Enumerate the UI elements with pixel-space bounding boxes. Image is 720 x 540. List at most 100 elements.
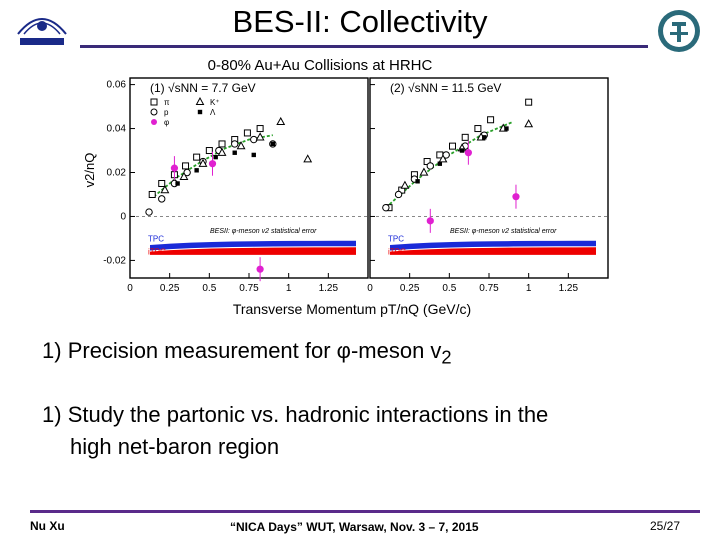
footer-event: “NICA Days” WUT, Warsaw, Nov. 3 – 7, 201… — [230, 520, 479, 534]
x-tick-label: 0 — [127, 283, 133, 294]
data-point-Lambda — [415, 179, 420, 184]
data-point-K+ — [217, 147, 227, 156]
y-tick-label: -0.02 — [103, 255, 126, 266]
tpc-error-band — [390, 240, 596, 251]
data-point-Lambda — [251, 152, 256, 158]
legend-label: π — [164, 98, 170, 107]
legend-label: Λ — [210, 108, 216, 117]
panel-1: 0 0.25 0.5 0.75 1 1.25 -0.02 0 0.02 0.04 0.06 (1) √… — [103, 77, 369, 294]
legend: πpφ K⁺Λ — [150, 96, 220, 127]
data-point-pi — [193, 153, 201, 161]
y-tick-label: 0.04 — [107, 124, 127, 135]
itpc-error-band — [390, 247, 596, 255]
panel-2: 0 0.25 0.5 0.75 1 1.25 (2) √sNN = 11.5 GeV TPC i… — [367, 77, 609, 294]
data-point-K+ — [198, 158, 208, 167]
y-axis-label: v2/nQ — [82, 153, 97, 188]
panel-energy-label: (1) √sNN = 7.7 GeV — [150, 81, 256, 95]
legend-marker — [150, 108, 158, 116]
itpc-label: iTPC — [148, 247, 166, 256]
data-point-p — [231, 140, 239, 148]
chart-title: 0-80% Au+Au Collisions at HRHC — [208, 57, 433, 74]
x-tick-label: 1 — [526, 283, 532, 294]
data-point-phi — [208, 160, 217, 168]
data-point-Lambda — [504, 126, 509, 131]
bullet-continuation: high net-baron region — [70, 434, 280, 459]
legend-label: K⁺ — [210, 98, 220, 107]
footer-event-rest: WUT, Warsaw, Nov. 3 – 7, 2015 — [302, 520, 479, 534]
x-tick-label: 1 — [286, 283, 292, 294]
bullet-text: Precision measurement for φ-meson v — [67, 338, 442, 363]
data-point-Lambda — [232, 150, 237, 155]
bullet-partonic: 1) Study the partonic vs. hadronic inter… — [42, 400, 548, 430]
fit-curve — [385, 121, 514, 209]
data-point-phi — [256, 265, 264, 273]
legend-marker — [151, 119, 157, 125]
data-point-p — [250, 135, 258, 144]
footer-event-quoted: “NICA Days” — [230, 520, 303, 534]
data-point-phi — [170, 164, 179, 172]
data-point-Lambda — [213, 154, 218, 160]
data-point-phi — [512, 193, 520, 201]
x-tick-label: 0.5 — [202, 283, 216, 294]
data-point-Lambda — [459, 148, 465, 153]
x-tick-label: 0.75 — [479, 283, 499, 294]
data-point-pi — [487, 116, 495, 124]
data-point-p — [426, 162, 434, 170]
legend-label: φ — [164, 118, 169, 127]
data-point-K+ — [160, 185, 170, 194]
data-point-p — [382, 203, 390, 212]
tpc-error-band — [150, 240, 356, 251]
data-point-phi — [464, 149, 472, 157]
x-axis-label: Transverse Momentum pT/nQ (GeV/c) — [233, 301, 471, 317]
data-point-pi — [449, 142, 457, 150]
data-point-K+ — [524, 119, 534, 128]
data-point-p — [145, 208, 153, 216]
panel-energy-label: (2) √sNN = 11.5 GeV — [390, 81, 501, 95]
x-tick-label: 1.25 — [559, 283, 579, 294]
data-point-K+ — [179, 171, 189, 181]
data-point-pi — [461, 133, 469, 141]
v2-chart: 0-80% Au+Au Collisions at HRHC v2/nQ Tra… — [72, 52, 632, 324]
bullet-precision: 1) Precision measurement for φ-meson v2 — [42, 336, 452, 372]
lab-logo — [14, 8, 70, 48]
data-point-K+ — [303, 154, 313, 163]
data-point-K+ — [255, 132, 265, 141]
slide-title: BES-II: Collectivity — [232, 4, 488, 39]
band-note: BESII: φ-meson v2 statistical error — [450, 228, 557, 235]
data-point-pi — [525, 98, 533, 106]
x-tick-label: 0 — [367, 283, 373, 294]
data-point-K+ — [419, 167, 429, 176]
x-tick-label: 0.25 — [400, 283, 420, 294]
data-point-Lambda — [270, 141, 275, 147]
legend-marker — [197, 109, 203, 115]
bullet-text: Study the partonic vs. hadronic interact… — [67, 402, 549, 427]
data-point-pi — [474, 125, 482, 133]
data-point-Lambda — [175, 181, 180, 186]
bullet-number: 1) — [42, 402, 62, 427]
footer-rule — [30, 510, 700, 513]
tpc-label: TPC — [388, 235, 404, 244]
x-tick-label: 0.25 — [160, 283, 180, 294]
data-point-pi — [205, 147, 213, 155]
y-axis-label-group: v2/nQ — [82, 153, 97, 188]
data-point-pi — [243, 129, 251, 137]
data-point-pi — [256, 125, 264, 133]
data-point-p — [394, 190, 403, 199]
x-tick-label: 0.75 — [239, 283, 259, 294]
data-point-K+ — [276, 116, 286, 126]
university-seal — [656, 8, 702, 54]
data-point-K+ — [438, 154, 448, 163]
data-point-phi — [426, 217, 434, 225]
legend-marker — [150, 98, 158, 106]
data-point-pi — [182, 162, 190, 170]
data-point-pi — [148, 190, 156, 198]
data-point-Lambda — [482, 135, 487, 140]
legend-label: p — [164, 108, 169, 117]
footer-author: Nu Xu — [30, 519, 65, 533]
y-tick-label: 0.06 — [107, 80, 127, 91]
title-rule — [80, 45, 648, 48]
y-tick-label: 0 — [120, 211, 126, 222]
bullet-number: 1) — [42, 338, 62, 363]
data-point-p — [158, 195, 166, 203]
data-point-pi — [158, 179, 166, 187]
